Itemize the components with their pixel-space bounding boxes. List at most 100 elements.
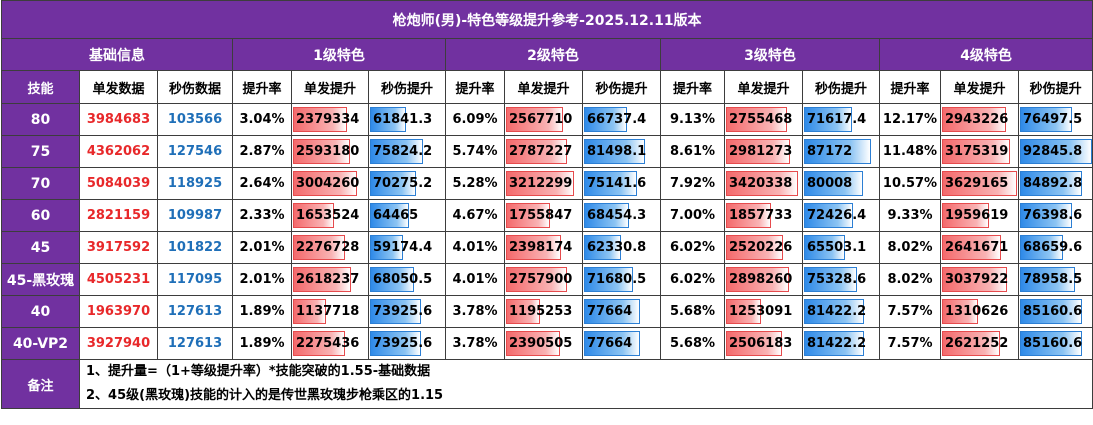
dps-up-value: 64465 [373, 208, 419, 223]
dps-up-bar [370, 267, 414, 292]
dps-up-bar [1020, 203, 1073, 228]
single-up-cell: 1653524 [291, 199, 369, 232]
upgrade-table: 枪炮师(男)-特色等级提升参考-2025.12.11版本 基础信息 1级特色 2… [0, 0, 1093, 409]
single-up-value: 3175319 [945, 144, 1009, 159]
col-header-rate: 提升率 [232, 70, 292, 104]
dps-up-value: 85160.6 [1023, 336, 1083, 351]
dps-up-cell: 75824.2 [368, 135, 446, 168]
single-data-cell: 3927940 [79, 327, 158, 360]
dps-up-cell: 76497.5 [1017, 103, 1093, 136]
dps-up-bar [1020, 331, 1083, 356]
single-up-bar [293, 203, 335, 228]
single-up-bar [506, 139, 568, 164]
rate-cell: 7.57% [879, 295, 941, 328]
single-up-cell: 2520226 [724, 231, 803, 264]
col-header-dps: 秒伤数据 [157, 70, 233, 104]
single-up-cell: 2276728 [291, 231, 369, 264]
single-up-bar [942, 267, 1008, 292]
rate-cell: 6.09% [445, 103, 505, 136]
single-up-cell: 3212299 [504, 167, 583, 200]
rate-cell: 12.17% [879, 103, 941, 136]
rate-cell: 2.33% [232, 199, 292, 232]
dps-up-bar [370, 331, 421, 356]
rate-cell: 7.92% [660, 167, 725, 200]
header-level-4: 4级特色 [878, 38, 1093, 71]
single-up-value: 1653524 [296, 208, 360, 223]
single-data-cell: 1963970 [79, 295, 158, 328]
rate-cell: 6.02% [660, 263, 725, 296]
dps-up-cell: 68454.3 [582, 199, 661, 232]
dps-up-cell: 81422.2 [802, 295, 880, 328]
dps-up-cell: 71680.5 [582, 263, 661, 296]
single-up-bar [293, 139, 351, 164]
col-header-dps-up: 秒伤提升 [368, 70, 446, 104]
single-up-cell: 2390505 [504, 327, 583, 360]
dps-up-value: 77664 [587, 304, 633, 319]
single-up-value: 2755468 [729, 112, 793, 127]
dps-up-bar [804, 203, 854, 228]
dps-up-value: 81422.2 [807, 336, 867, 351]
single-up-bar [293, 107, 347, 132]
single-data-cell: 4505231 [79, 263, 158, 296]
rate-cell: 2.01% [232, 231, 292, 264]
single-up-bar [726, 139, 791, 164]
single-up-cell: 1755847 [504, 199, 583, 232]
single-up-bar [942, 107, 1006, 132]
dps-up-value: 66737.4 [587, 112, 647, 127]
single-up-bar [942, 171, 1018, 196]
single-up-cell: 1310626 [940, 295, 1019, 328]
dps-up-value: 72426.4 [807, 208, 867, 223]
single-up-value: 1857733 [729, 208, 793, 223]
dps-up-cell: 85160.6 [1017, 327, 1093, 360]
header-level-1: 1级特色 [232, 38, 446, 71]
table-row: 80 3984683 103566 3.04% 2379334 61841.3 6.09% 2… [1, 103, 1093, 136]
dps-up-value: 59174.4 [373, 240, 433, 255]
single-up-value: 1755847 [509, 208, 573, 223]
dps-up-bar [1020, 171, 1083, 196]
col-header-single-up: 单发提升 [504, 70, 583, 104]
single-up-cell: 2567710 [504, 103, 583, 136]
dps-up-cell: 77664 [582, 295, 661, 328]
dps-up-cell: 81422.2 [802, 327, 880, 360]
single-up-value: 2981273 [729, 144, 793, 159]
col-header-single-up: 单发提升 [724, 70, 803, 104]
dps-up-value: 73925.6 [373, 304, 433, 319]
rate-cell: 3.78% [445, 327, 505, 360]
dps-up-bar [584, 107, 627, 132]
dps-data-cell: 103566 [157, 103, 233, 136]
single-data-cell: 2821159 [79, 199, 158, 232]
dps-data-cell: 127613 [157, 327, 233, 360]
dps-up-bar [370, 139, 424, 164]
dps-up-value: 84892.8 [1023, 176, 1083, 191]
dps-up-bar [1020, 235, 1063, 260]
single-up-bar [726, 203, 772, 228]
dps-up-bar [584, 331, 641, 356]
rate-cell: 8.61% [660, 135, 725, 168]
single-up-value: 2593180 [296, 144, 360, 159]
single-up-value: 1195253 [509, 304, 573, 319]
dps-up-cell: 81498.1 [582, 135, 661, 168]
single-up-cell: 1137718 [291, 295, 369, 328]
single-up-bar [942, 139, 1010, 164]
single-up-value: 2275436 [296, 336, 360, 351]
single-up-value: 3420338 [729, 176, 793, 191]
single-data-cell: 3917592 [79, 231, 158, 264]
rate-cell: 10.57% [879, 167, 941, 200]
single-up-value: 2621252 [945, 336, 1009, 351]
single-up-value: 2641671 [945, 240, 1009, 255]
single-up-value: 1137718 [296, 304, 360, 319]
single-up-cell: 1253091 [724, 295, 803, 328]
single-up-value: 2898260 [729, 272, 793, 287]
dps-up-bar [804, 107, 853, 132]
single-up-value: 3212299 [509, 176, 573, 191]
dps-up-bar [584, 299, 641, 324]
rate-cell: 8.02% [879, 263, 941, 296]
single-up-value: 2276728 [296, 240, 360, 255]
rate-cell: 7.00% [660, 199, 725, 232]
dps-up-value: 68050.5 [373, 272, 433, 287]
single-up-value: 2398174 [509, 240, 573, 255]
single-up-cell: 2275436 [291, 327, 369, 360]
dps-up-bar [1020, 267, 1076, 292]
notes-label: 备注 [1, 359, 80, 409]
col-header-rate: 提升率 [660, 70, 725, 104]
